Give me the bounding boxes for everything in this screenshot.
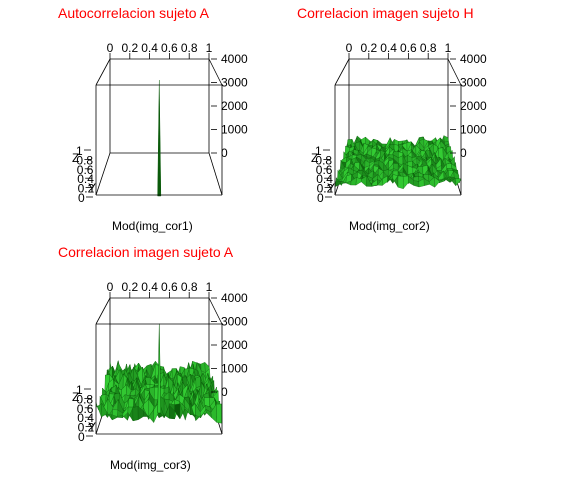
box-edge <box>208 297 223 325</box>
y-tick-label: 0.2 <box>78 182 95 196</box>
box-edge <box>95 297 111 325</box>
y-tick-label: 1 <box>315 144 322 158</box>
z-tick-label: 0 <box>460 146 467 160</box>
top-tick-label: 0.4 <box>380 41 397 55</box>
box-edge <box>447 58 462 86</box>
top-tick-label: 1 <box>445 41 452 55</box>
y-tick-label: 0 <box>317 191 324 205</box>
x-axis-label: Mod(img_cor2) <box>349 219 430 233</box>
y-tick-label: 1 <box>76 144 83 158</box>
z-tick-label: 2000 <box>460 99 487 113</box>
surface-plot: 0 0.2 0.4 0.6 0.8 10100020003000400000.20.40.… <box>72 280 248 444</box>
top-tick-label: 0.6 <box>400 41 417 55</box>
box-edge <box>208 58 223 86</box>
top-tick-label: 0.8 <box>181 280 198 294</box>
chart-title: Autocorrelacion sujeto A <box>58 5 209 21</box>
y-tick-label: 0.2 <box>78 421 95 435</box>
y-tick-label: 0 <box>78 191 85 205</box>
z-tick-label: 1000 <box>460 123 487 137</box>
x-axis-label: Mod(img_cor3) <box>110 458 191 472</box>
box-edge <box>334 58 350 86</box>
surface-facet <box>455 178 462 187</box>
y-tick-label: 0.4 <box>77 411 94 425</box>
chart-title: Correlacion imagen sujeto A <box>58 244 234 260</box>
y-tick-label: 0.8 <box>315 153 332 167</box>
top-tick-label: 0.6 <box>161 41 178 55</box>
top-tick-label: 0.8 <box>181 41 198 55</box>
surface-plot: 0 0.2 0.4 0.6 0.8 10100020003000400000.20.40.… <box>311 41 487 205</box>
z-tick-label: 2000 <box>221 338 248 352</box>
z-tick-label: 3000 <box>221 315 248 329</box>
box-edge <box>95 58 111 86</box>
top-tick-label: 0 <box>107 280 114 294</box>
z-tick-label: 4000 <box>221 291 248 305</box>
chart-panel-correlacion-a: Correlacion imagen sujeto A 0 0.2 0.4 0.6 0.… <box>58 244 298 484</box>
top-tick-label: 0.6 <box>161 280 178 294</box>
z-tick-label: 0 <box>221 385 228 399</box>
top-tick-label: 0.2 <box>121 280 138 294</box>
z-tick-label: 4000 <box>460 52 487 66</box>
surface-facet <box>403 175 409 190</box>
z-tick-label: 1000 <box>221 362 248 376</box>
chart-panel-autocorrelacion-a: Autocorrelacion sujeto A 0 0.2 0.4 0.6 0.8 1 0… <box>58 5 298 245</box>
chart-title: Correlacion imagen sujeto H <box>297 5 474 21</box>
y-tick-label: 0.2 <box>317 182 334 196</box>
z-tick-label: 4000 <box>221 52 248 66</box>
chart-panel-correlacion-h: Correlacion imagen sujeto H 0 0.2 0.4 0.6 0.… <box>297 5 537 245</box>
z-tick-label: 3000 <box>460 76 487 90</box>
z-tick-label: 0 <box>221 146 228 160</box>
z-tick-label: 1000 <box>221 123 248 137</box>
y-tick-label: 0 <box>78 430 85 444</box>
surface-facet <box>397 175 404 190</box>
y-tick-label: 0.4 <box>77 172 94 186</box>
y-tick-label: 0.6 <box>77 402 94 416</box>
surface-facet <box>413 180 420 188</box>
y-axis-letter: Y <box>88 420 96 434</box>
top-tick-label: 1 <box>206 41 213 55</box>
y-tick-label: 0.6 <box>77 163 94 177</box>
surface-facet <box>216 403 223 424</box>
surface-plot: 0 0.2 0.4 0.6 0.8 10100020003000400000.20.40.… <box>72 41 248 205</box>
top-tick-label: 0.4 <box>141 280 158 294</box>
surface-mesh <box>334 135 462 190</box>
x-axis-label: Mod(img_cor1) <box>112 219 193 233</box>
top-tick-label: 0.8 <box>420 41 437 55</box>
correlation-peak <box>157 323 162 414</box>
y-axis-letter: Y <box>327 181 335 195</box>
correlation-peak <box>157 79 162 197</box>
z-axis-letter: Z <box>72 151 79 165</box>
z-axis-letter: Z <box>72 390 79 404</box>
top-tick-label: 0.2 <box>360 41 377 55</box>
z-tick-label: 2000 <box>221 99 248 113</box>
y-tick-label: 1 <box>76 383 83 397</box>
top-tick-label: 0.2 <box>121 41 138 55</box>
surface-facet <box>95 402 102 417</box>
top-tick-label: 1 <box>206 280 213 294</box>
surface-facet <box>132 406 139 422</box>
box-edge <box>95 152 111 196</box>
y-tick-label: 0.4 <box>316 172 333 186</box>
top-tick-label: 0.4 <box>141 41 158 55</box>
top-tick-label: 0 <box>107 41 114 55</box>
top-tick-label: 0 <box>346 41 353 55</box>
y-tick-label: 0.8 <box>76 153 93 167</box>
z-axis-letter: Z <box>311 151 318 165</box>
z-tick-label: 3000 <box>221 76 248 90</box>
y-axis-letter: Y <box>88 181 96 195</box>
y-tick-label: 0.8 <box>76 392 93 406</box>
box-edge <box>208 152 223 196</box>
y-tick-label: 0.6 <box>316 163 333 177</box>
